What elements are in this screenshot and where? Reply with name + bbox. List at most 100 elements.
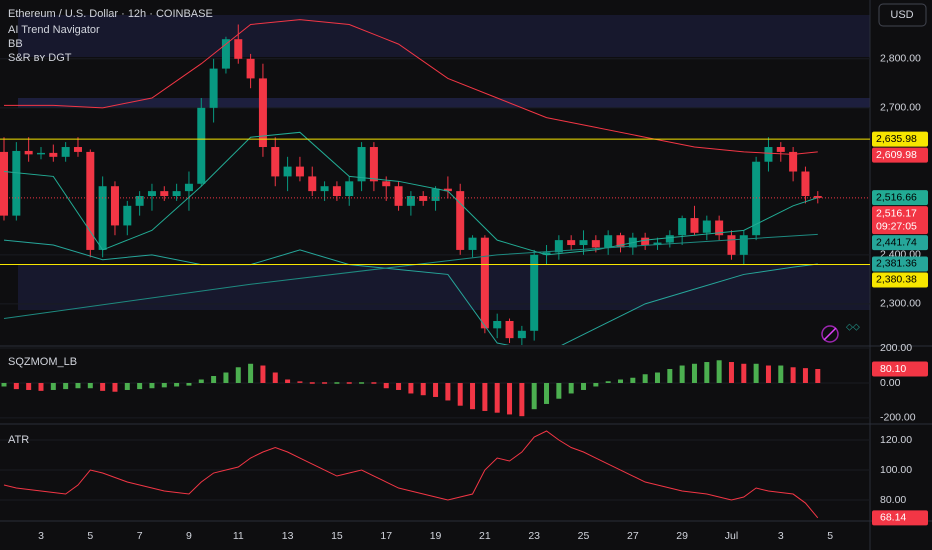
bar — [494, 382, 500, 413]
candle-body — [147, 191, 156, 197]
bar — [457, 382, 463, 406]
candle-body — [530, 254, 539, 331]
indicator-name: AI Trend Navigator — [8, 24, 100, 36]
candle-body — [394, 186, 403, 206]
candle-body — [715, 220, 724, 236]
candle-body — [332, 186, 341, 197]
last-value-bg — [872, 510, 928, 526]
x-tick-label: 3 — [38, 530, 44, 542]
candle-body — [209, 68, 218, 108]
x-tick-label: 19 — [430, 530, 442, 542]
candle-body — [579, 240, 588, 246]
x-tick-label: 25 — [578, 530, 590, 542]
bar — [112, 382, 118, 392]
countdown: 09:27:05 — [876, 220, 917, 232]
currency-button[interactable] — [878, 3, 927, 27]
bar — [568, 382, 574, 394]
currency-label[interactable]: USD — [890, 9, 913, 21]
y-tick-label: 0.00 — [880, 377, 901, 389]
candle-body — [641, 237, 650, 246]
bar — [704, 362, 710, 383]
candle-body — [591, 240, 600, 248]
bar — [507, 382, 513, 415]
bar — [186, 382, 192, 386]
candle-body — [431, 188, 440, 201]
level-label-bg — [872, 272, 928, 288]
bar — [544, 382, 550, 404]
panel-title: SQZMOM_LB — [8, 356, 77, 368]
panel — [0, 430, 870, 519]
bar — [334, 382, 340, 384]
zone — [18, 265, 870, 310]
logo: ◇◇ — [821, 321, 860, 343]
bar — [198, 379, 204, 383]
overlay-line — [3, 131, 818, 256]
bar — [38, 382, 44, 391]
candle-body — [234, 39, 243, 59]
bar — [100, 382, 106, 391]
level-label: 2,635.98 — [876, 133, 917, 145]
candle-body — [739, 235, 748, 255]
bar — [174, 382, 180, 387]
bar — [87, 382, 93, 389]
candle-body — [98, 186, 107, 250]
indicator-name: S&R ʙʏ DGT — [8, 52, 72, 64]
candle-body — [36, 152, 45, 155]
candle-body — [24, 150, 33, 155]
candle-body — [456, 191, 465, 250]
bar — [667, 369, 673, 383]
bar — [765, 365, 771, 383]
candle-body — [752, 161, 761, 236]
x-tick-label: 21 — [479, 530, 491, 542]
candle-body — [357, 147, 366, 182]
candle-body — [554, 240, 563, 253]
candle-body — [135, 196, 144, 206]
y-tick-label: 100.00 — [880, 464, 912, 476]
bar — [519, 382, 525, 417]
candle-body — [406, 196, 415, 206]
zone — [18, 15, 870, 57]
level-label: 2,516.66 — [876, 191, 917, 203]
candle-body — [49, 152, 58, 157]
bar — [778, 365, 784, 383]
candle-body — [197, 107, 206, 184]
bar — [654, 372, 660, 383]
candle-body — [776, 147, 785, 152]
y-tick-label: 200.00 — [880, 342, 912, 354]
bar — [408, 382, 414, 394]
y-tick-label: -200.00 — [880, 412, 916, 424]
x-tick-label: 9 — [186, 530, 192, 542]
x-tick-label: 15 — [331, 530, 343, 542]
candle-body — [690, 218, 699, 233]
candle-body — [801, 171, 810, 197]
bar — [1, 382, 7, 387]
candle-body — [221, 39, 230, 69]
bar — [728, 362, 734, 383]
bar — [753, 363, 759, 383]
level-label-bg — [872, 256, 928, 272]
bar — [531, 382, 537, 410]
candle-body — [480, 237, 489, 329]
x-tick-label: Jul — [725, 530, 738, 542]
candle-body — [345, 181, 354, 197]
svg-text:◇◇: ◇◇ — [846, 321, 860, 331]
candle-body — [604, 235, 613, 248]
bar — [691, 363, 697, 383]
bar — [716, 360, 722, 383]
panel — [0, 19, 870, 345]
level-label: 2,516.17 — [876, 207, 917, 219]
y-tick-label: 2,800.00 — [880, 53, 921, 65]
level-label: 2,609.98 — [876, 149, 917, 161]
bar — [50, 382, 56, 390]
bar — [248, 363, 254, 383]
chart-title: Ethereum / U.S. Dollar · 12h · COINBASE — [8, 8, 213, 20]
bar — [260, 365, 266, 383]
x-tick-label: 13 — [282, 530, 294, 542]
bar — [470, 382, 476, 410]
level-label-bg — [872, 147, 928, 163]
bar — [149, 382, 155, 389]
y-tick-label: 2,400.00 — [880, 249, 921, 261]
atr-line — [3, 430, 819, 519]
candle-body — [123, 205, 132, 226]
candle-body — [813, 196, 822, 198]
